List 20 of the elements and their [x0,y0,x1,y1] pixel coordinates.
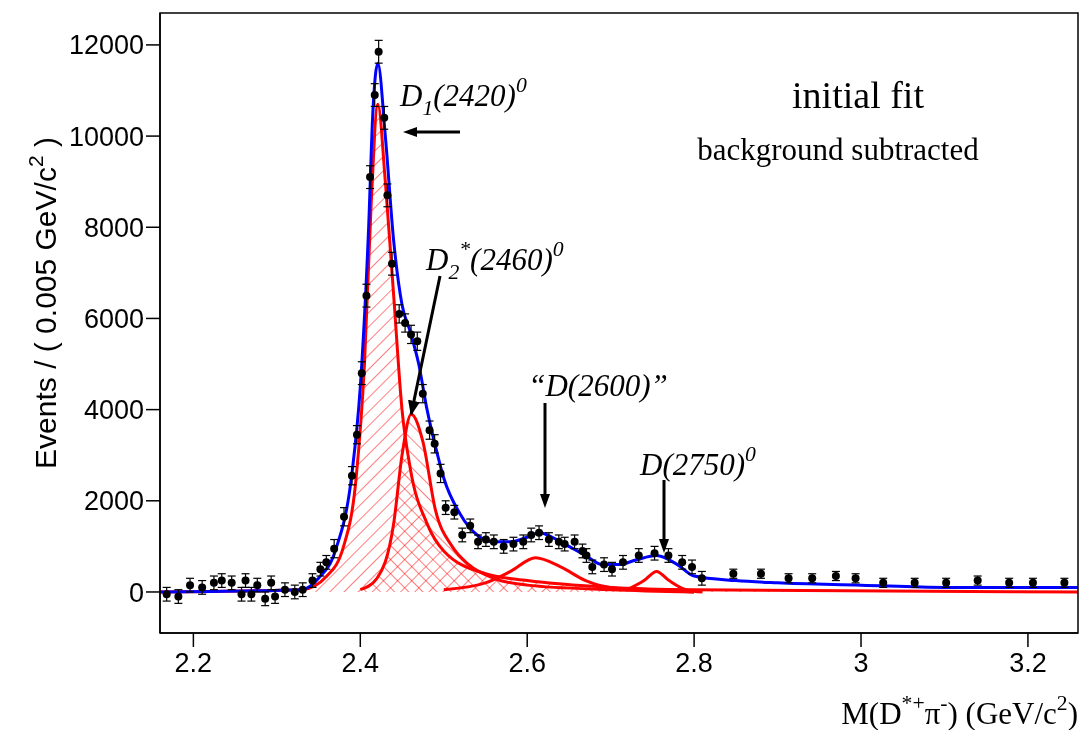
x-tick-label: 2.2 [174,648,213,679]
y-tick-label: 6000 [83,304,144,335]
text: initial fit [792,74,925,116]
annotation: D$_{2}$$^{*}$(2460)$^{0}$ [425,237,564,285]
y-tick-label: 8000 [83,212,144,243]
x-tick-label: 2.4 [341,648,380,679]
x-tick-label: 3.2 [1009,648,1047,679]
annotation: D(2750)$^{0}$ [639,442,757,482]
text: background subtracted [697,132,980,167]
x-axis-title: M(D$^{*+}$π$^{-}$) (GeV/c$^{2}$) [841,691,1078,731]
annotation: “D(2600)” [528,368,668,403]
y-tick-label: 12000 [68,30,144,61]
y-tick-label: 10000 [68,121,144,152]
x-tick-label: 2.6 [508,648,546,679]
annotation: D$_{1}$(2420)$^{0}$ [399,73,527,121]
y-tick-label: 0 [128,577,144,608]
x-tick-label: 3 [853,648,869,679]
y-tick-label: 2000 [83,486,144,517]
x-tick-label: 2.8 [675,648,713,679]
y-tick-label: 4000 [83,395,144,426]
